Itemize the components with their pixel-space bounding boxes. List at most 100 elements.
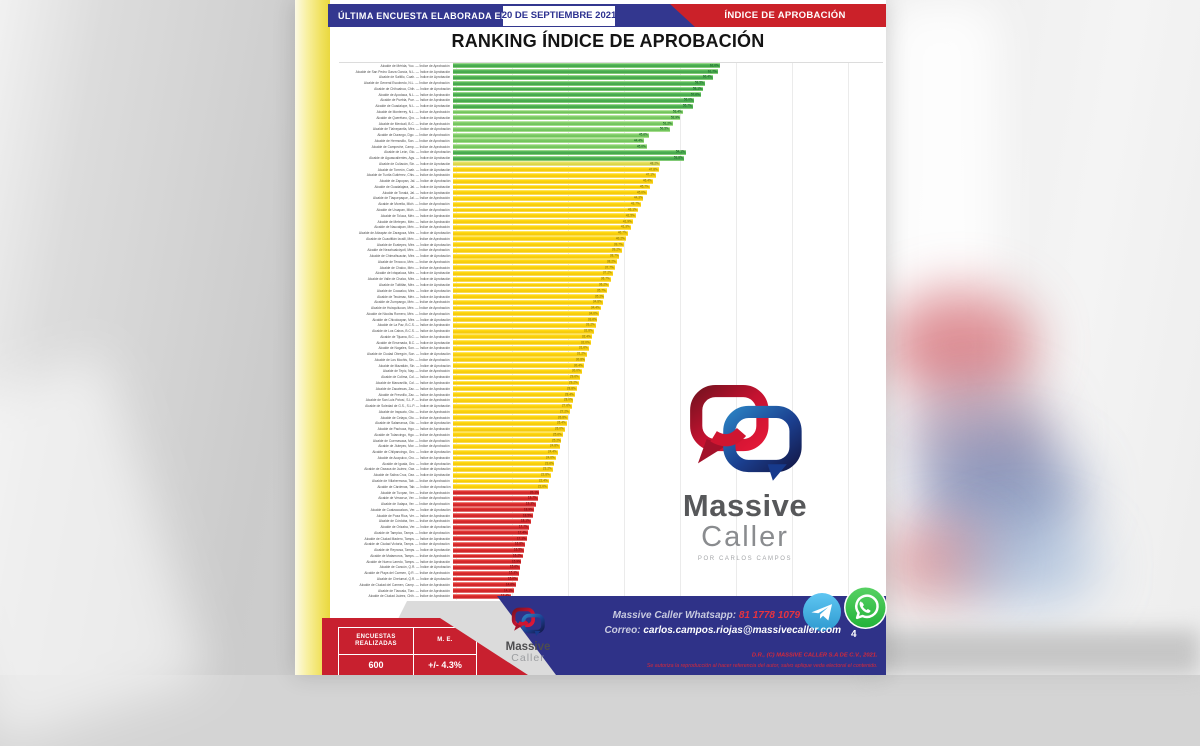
- chart-bar-value: 33.2%: [585, 323, 595, 327]
- chart-row-label: Alcalde de Nicolás Romero, Méx. — Índice…: [366, 311, 450, 316]
- chart-row-label: Alcalde de Saltillo, Coah. — Índice de A…: [378, 75, 450, 80]
- chart-bar: 25.6%: [453, 432, 564, 438]
- chart-row: Alcalde de Tonalá, Jal. — Índice de Apro…: [339, 190, 883, 196]
- chart-bar-value: 32.8%: [584, 329, 594, 333]
- massive-caller-logo: Massive Caller POR CARLOS CAMPOS: [650, 383, 840, 562]
- chart-row: Alcalde de Tuxtla Gutiérrez, Chis. — Índ…: [339, 172, 883, 179]
- chart-bar-value: 25.6%: [553, 433, 563, 437]
- chart-row-label: Alcalde de Querétaro, Qro. — Índice de A…: [376, 115, 450, 120]
- chart-row-label: Alcalde de Guadalupe, N.L. — Índice de A…: [375, 104, 450, 109]
- chart-row-label: Alcalde de Reynosa, Tamps. — Índice de A…: [373, 548, 450, 553]
- chart-bar-value: 34.4%: [590, 306, 600, 310]
- chart-bar: 22.8%: [453, 472, 552, 478]
- chart-row-bar-area: 56.0%: [453, 98, 883, 103]
- chart-bar-value: 44.3%: [633, 196, 643, 201]
- chart-bar: 55.7%: [453, 103, 693, 109]
- chart-bar-value: 29.6%: [570, 375, 580, 379]
- chart-row-bar-area: 20.1%: [453, 490, 883, 495]
- chart-row-bar-area: 42.5%: [453, 213, 883, 219]
- chart-row-bar-area: 17.4%: [453, 530, 883, 536]
- chart-row: Alcalde de Oaxaca de Juárez, Oax. — Índi…: [339, 467, 883, 473]
- chart-row-bar-area: 31.6%: [453, 345, 883, 351]
- chart-bar: 33.6%: [453, 317, 598, 323]
- chart-bar-value: 24.0%: [546, 456, 556, 460]
- chart-bar: 53.4%: [453, 109, 683, 115]
- header-date-box: 20 DE SEPTIEMBRE 2021: [502, 5, 616, 26]
- chart-bar-value: 28.8%: [566, 387, 576, 391]
- chart-bar-value: 52.9%: [670, 116, 680, 120]
- chart-row-bar-area: 28.0%: [453, 397, 883, 403]
- chart-bar: 35.7%: [453, 288, 607, 294]
- whatsapp-icon: [844, 586, 887, 629]
- chart-row-label: Alcalde de Iguala, Gro. — Índice de Apro…: [381, 461, 450, 466]
- chart-bar: 42.5%: [453, 213, 636, 219]
- chart-bar: 25.2%: [453, 438, 562, 444]
- chart-row-bar-area: 27.6%: [453, 403, 883, 409]
- footer-whatsapp-line: Massive Caller Whatsapp: 81 1778 1079: [613, 610, 800, 621]
- chart-bar-value: 51.2%: [663, 121, 673, 126]
- chart-bar: 15.0%: [453, 576, 518, 582]
- chart-bar-value: 14.1%: [503, 588, 513, 593]
- chart-bar: 41.9%: [453, 219, 634, 224]
- chart-row-label: Alcalde de Ecatepec, Méx. — Índice de Ap…: [376, 242, 450, 247]
- chart-bar: 36.7%: [453, 276, 611, 282]
- chart-bar-value: 35.7%: [596, 289, 606, 293]
- chart-row: Alcalde de Xalapa, Ver. — Índice de Apro…: [339, 501, 883, 507]
- chart-bar: 58.5%: [453, 80, 705, 86]
- chart-row-label: Alcalde de Chimalhuacán, Méx. — Índice d…: [369, 254, 450, 259]
- chart-row-label: Alcalde de Los Cabos, B.C.S. — Índice de…: [372, 329, 450, 334]
- chart-bar-value: 31.6%: [578, 346, 588, 350]
- chart-row-label: Alcalde de Zacatecas, Zac. — Índice de A…: [375, 386, 450, 391]
- chart-row-bar-area: 34.4%: [453, 305, 883, 311]
- chart-bar-value: 47.1%: [645, 173, 655, 177]
- chart-row: Alcalde de Nuevo Laredo, Tamps. — Índice…: [339, 559, 883, 565]
- chart-row-label: Alcalde de Durango, Dgo. — Índice de Apr…: [377, 132, 450, 138]
- massive-caller-logo-small: Massive Caller: [473, 607, 583, 664]
- chart-row-label: Alcalde de Texcoco, Méx. — Índice de Apr…: [378, 259, 450, 264]
- chart-row: Alcalde de Culiacán, Sin. — Índice de Ap…: [339, 161, 883, 167]
- chart-bar: 27.6%: [453, 403, 572, 409]
- chart-row-label: Alcalde de Chicoloapan, Méx. — Índice de…: [371, 317, 450, 322]
- chart-bar-value: 23.6%: [544, 462, 554, 466]
- chart-row: Alcalde de Puebla, Pue. — Índice de Apro…: [339, 98, 883, 104]
- chart-row-bar-area: 23.6%: [453, 461, 883, 467]
- chart-row-label: Alcalde de Zumpango, Méx. — Índice de Ap…: [374, 300, 450, 305]
- chart-row: Alcalde de Cuernavaca, Mor. — Índice de …: [339, 438, 883, 444]
- chart-row-label: Alcalde de Salina Cruz, Oax. — Índice de…: [373, 473, 450, 478]
- chart-bar-value: 36.7%: [600, 277, 610, 281]
- chart-bar-value: 35.2%: [594, 294, 604, 299]
- chart-bar-value: 26.4%: [556, 421, 566, 425]
- chart-bar: 37.2%: [453, 271, 613, 276]
- chart-row: Alcalde de Jiutepec, Mor. — Índice de Ap…: [339, 443, 883, 450]
- chart-bar-value: 45.7%: [639, 185, 649, 189]
- chart-row: Alcalde de Córdoba, Ver. — Índice de Apr…: [339, 518, 883, 524]
- chart-bar-value: 38.2%: [607, 260, 617, 264]
- chart-row-label: Alcalde de Jiutepec, Mor. — Índice de Ap…: [378, 444, 450, 449]
- telegram-icon: [803, 593, 841, 631]
- chart-row: Alcalde de Zacatecas, Zac. — Índice de A…: [339, 386, 883, 392]
- chart-bar-value: 27.2%: [560, 410, 569, 414]
- chart-row-bar-area: 22.0%: [453, 484, 883, 490]
- chart-bar: 53.8%: [453, 155, 685, 161]
- chart-bar: 30.4%: [453, 363, 584, 369]
- chart-row: Alcalde de Tijuana, B.C. — Índice de Apr…: [339, 334, 883, 340]
- chart-bar: 16.5%: [453, 547, 524, 553]
- chart-bar-value: 45.0%: [636, 145, 646, 149]
- chart-row-bar-area: 24.4%: [453, 449, 883, 455]
- chart-row: Alcalde de Ecatepec, Méx. — Índice de Ap…: [339, 242, 883, 248]
- chart-row-bar-area: 55.7%: [453, 103, 883, 109]
- logo-byline: POR CARLOS CAMPOS: [697, 555, 793, 562]
- chart-bar: 56.0%: [453, 98, 694, 103]
- chart-row: Alcalde de Durango, Dgo. — Índice de Apr…: [339, 132, 883, 138]
- chart-bar: 19.3%: [453, 501, 536, 507]
- chart-row: Alcalde de Cárdenas, Tab. — Índice de Ap…: [339, 484, 883, 490]
- chart-bar-value: 40.7%: [618, 231, 627, 235]
- chart-row-bar-area: 31.2%: [453, 351, 883, 357]
- chart-bar: 47.1%: [453, 172, 656, 178]
- chart-bar: 24.8%: [453, 443, 560, 449]
- chart-bar: 58.1%: [453, 86, 703, 92]
- chart-bar-value: 30.0%: [572, 369, 581, 374]
- chart-row-bar-area: 37.2%: [453, 271, 883, 276]
- chart-bar: 48.2%: [453, 161, 661, 167]
- chart-row: Alcalde de Valle de Chalco, Méx. — Índic…: [339, 276, 883, 282]
